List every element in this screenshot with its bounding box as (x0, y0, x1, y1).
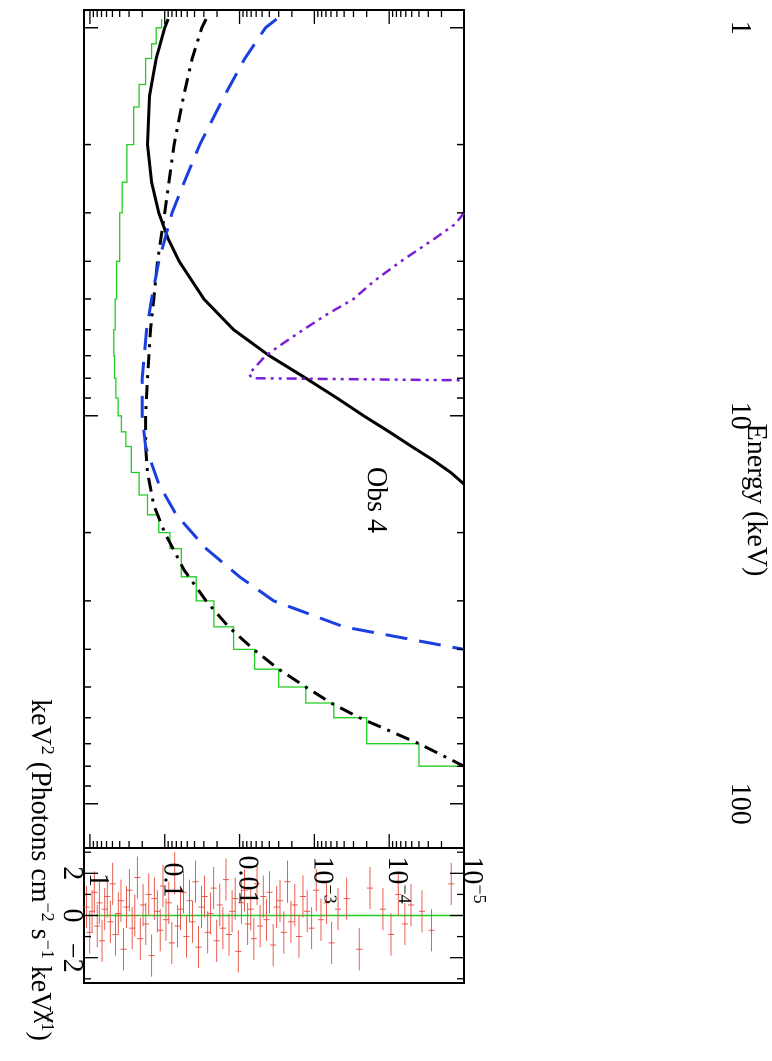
residual-series (83, 852, 464, 977)
model-component-line-purple (247, 212, 465, 382)
residual-y-ticks (84, 851, 464, 980)
residual-y-tick-label: 2 (57, 866, 88, 880)
model-component-model-histogram (113, 19, 464, 767)
x-axis-label: Energy (keV) (741, 424, 772, 577)
y-tick-label: 10−3 (307, 856, 340, 903)
x-tick-label: 1 (725, 21, 756, 35)
y-tick-label: 10−4 (382, 856, 415, 903)
spectrum-panel-frame (83, 9, 465, 849)
spectrum-series (113, 17, 465, 768)
x-tick-label: 10 (725, 402, 756, 430)
residual-y-tick-label: 0 (57, 909, 88, 923)
y-tick-label: 1 (83, 873, 114, 887)
y-tick-label: 10−5 (457, 856, 490, 903)
residual-y-tick-label: −2 (57, 943, 88, 973)
y-tick-label: 0.01 (233, 856, 264, 905)
model-component-dashdot-black (144, 18, 465, 768)
spectrum-y-axis-label: keV2 (Photons cm−2 s−1 keV−1) (25, 699, 58, 1041)
spectrum-y-ticks (89, 10, 465, 848)
y-tick-label: 0.1 (158, 863, 189, 898)
x-tick-label: 100 (725, 783, 756, 825)
residual-x-ticks (84, 27, 464, 805)
chart-title: Obs 4 (361, 467, 392, 533)
model-component-solid-black (145, 18, 465, 486)
residual-panel (83, 27, 465, 984)
model-component-dashed-blue (140, 17, 465, 651)
spectrum-panel (83, 9, 465, 849)
residual-y-axis-label: χ (33, 1010, 64, 1024)
